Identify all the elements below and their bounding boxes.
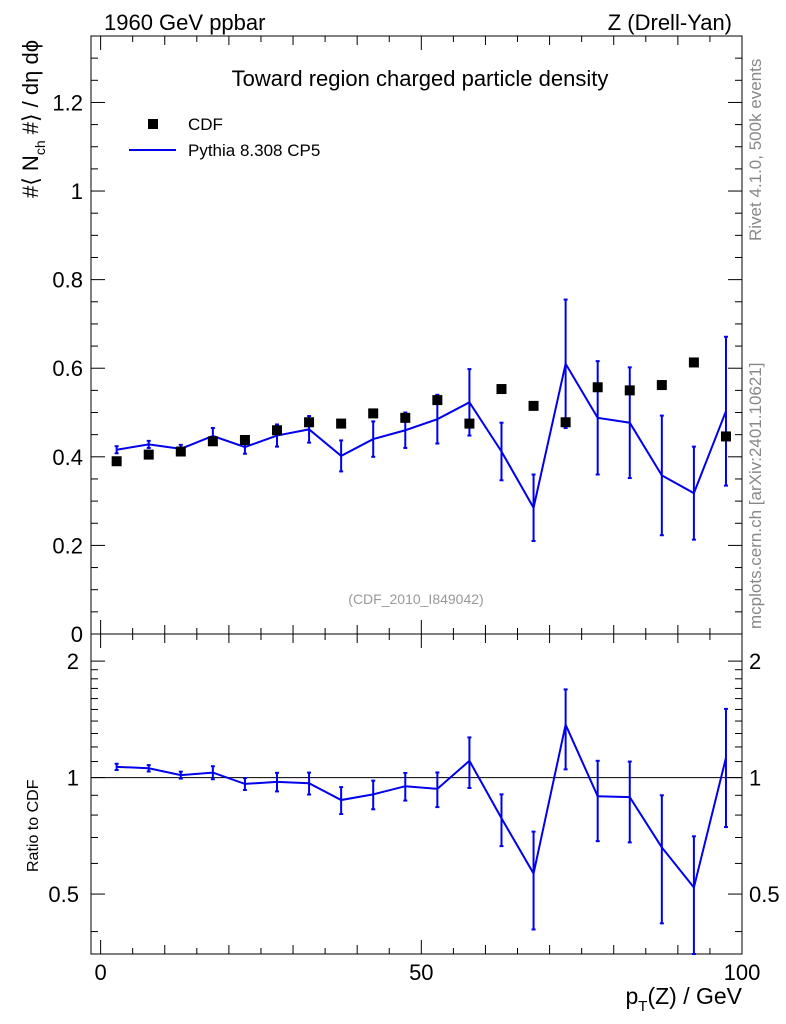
main-ytick-label: 0.4 — [52, 445, 83, 470]
data-point — [207, 436, 218, 447]
x-axis-ticks: 0 50 100 — [94, 36, 760, 985]
data-point — [432, 395, 443, 406]
xtick-label: 50 — [409, 960, 433, 985]
data-point — [336, 418, 347, 429]
ratio-ytick-label-right: 2 — [749, 649, 761, 674]
ratio-axis-ticks: 0.5 0.5 1 1 2 2 — [48, 649, 780, 933]
data-point — [464, 418, 475, 429]
data-point — [304, 417, 315, 428]
data-point — [624, 385, 635, 396]
ratio-ytick-label-right: 1 — [749, 766, 761, 791]
data-point — [368, 408, 379, 419]
ratio-ytick-label-left: 1 — [67, 766, 79, 791]
plot-title: Toward region charged particle density — [232, 66, 609, 91]
main-ytick-label: 1 — [71, 179, 83, 204]
data-point — [528, 400, 539, 411]
legend-label-cdf: CDF — [188, 115, 223, 134]
mc-line — [116, 361, 727, 511]
ratio-plot-frame — [90, 633, 743, 955]
header-energy-label: 1960 GeV ppbar — [104, 10, 265, 35]
data-point — [560, 417, 571, 428]
ratio-mc-series — [114, 688, 728, 955]
main-ytick-label: 0 — [71, 622, 83, 647]
main-ytick-label: 0.6 — [52, 356, 83, 381]
xtick-label: 0 — [94, 960, 106, 985]
data-point — [143, 449, 154, 460]
main-axis-ticks: 0 0.2 0.4 0.6 0.8 1 1.2 — [52, 35, 742, 647]
main-ytick-label: 1.2 — [52, 90, 83, 115]
rivet-version-label: Rivet 4.1.0, 500k events — [746, 59, 765, 241]
legend: CDF Pythia 8.308 CP5 — [129, 115, 320, 160]
reference-id-label: (CDF_2010_I849042) — [348, 591, 483, 607]
data-point — [656, 380, 667, 391]
main-ytick-label: 0.2 — [52, 533, 83, 558]
header-process-label: Z (Drell-Yan) — [608, 10, 732, 35]
ratio-y-axis-label: Ratio to CDF — [25, 779, 42, 872]
data-point — [175, 446, 186, 457]
legend-label-pythia: Pythia 8.308 CP5 — [188, 141, 320, 160]
data-point — [496, 384, 507, 395]
main-ytick-label: 0.8 — [52, 268, 83, 293]
ratio-ytick-label-left: 2 — [67, 649, 79, 674]
ratio-line — [116, 721, 727, 890]
data-point — [592, 382, 603, 393]
data-point — [720, 431, 731, 442]
ratio-ytick-label-right: 0.5 — [749, 882, 780, 907]
legend-marker-cdf — [148, 119, 158, 129]
data-point — [272, 425, 282, 436]
ratio-ytick-label-left: 0.5 — [48, 882, 79, 907]
mcplots-label: mcplots.cern.ch [arXiv:2401.10621] — [746, 363, 765, 629]
xtick-label: 100 — [724, 960, 761, 985]
main-data-series — [111, 357, 731, 467]
data-point — [111, 456, 122, 467]
data-point — [688, 357, 699, 368]
data-point — [239, 434, 250, 445]
data-point — [400, 412, 411, 423]
